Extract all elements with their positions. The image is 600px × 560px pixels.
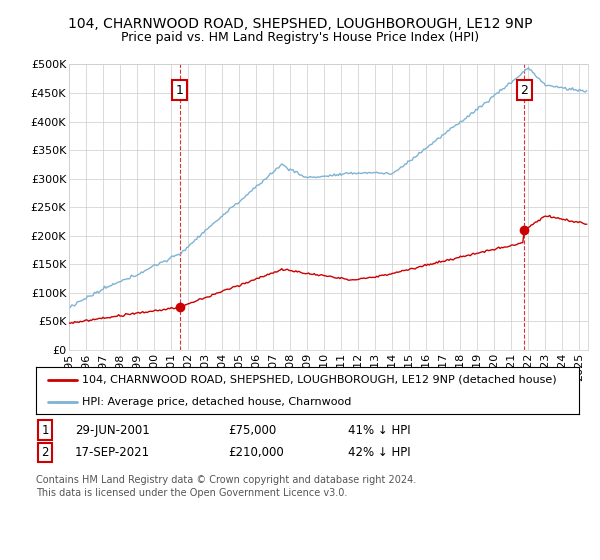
- Text: Price paid vs. HM Land Registry's House Price Index (HPI): Price paid vs. HM Land Registry's House …: [121, 31, 479, 44]
- Text: £210,000: £210,000: [228, 446, 284, 459]
- Text: 2: 2: [41, 446, 49, 459]
- Text: 42% ↓ HPI: 42% ↓ HPI: [348, 446, 410, 459]
- Text: 29-JUN-2001: 29-JUN-2001: [75, 423, 150, 437]
- Text: HPI: Average price, detached house, Charnwood: HPI: Average price, detached house, Char…: [82, 396, 352, 407]
- Text: 104, CHARNWOOD ROAD, SHEPSHED, LOUGHBOROUGH, LE12 9NP (detached house): 104, CHARNWOOD ROAD, SHEPSHED, LOUGHBORO…: [82, 375, 557, 385]
- Text: £75,000: £75,000: [228, 423, 276, 437]
- Text: Contains HM Land Registry data © Crown copyright and database right 2024.
This d: Contains HM Land Registry data © Crown c…: [36, 475, 416, 498]
- Text: 104, CHARNWOOD ROAD, SHEPSHED, LOUGHBOROUGH, LE12 9NP: 104, CHARNWOOD ROAD, SHEPSHED, LOUGHBORO…: [68, 17, 532, 31]
- Text: 41% ↓ HPI: 41% ↓ HPI: [348, 423, 410, 437]
- Text: 1: 1: [41, 423, 49, 437]
- Text: 17-SEP-2021: 17-SEP-2021: [75, 446, 150, 459]
- Text: 2: 2: [520, 83, 528, 97]
- Text: 1: 1: [176, 83, 184, 97]
